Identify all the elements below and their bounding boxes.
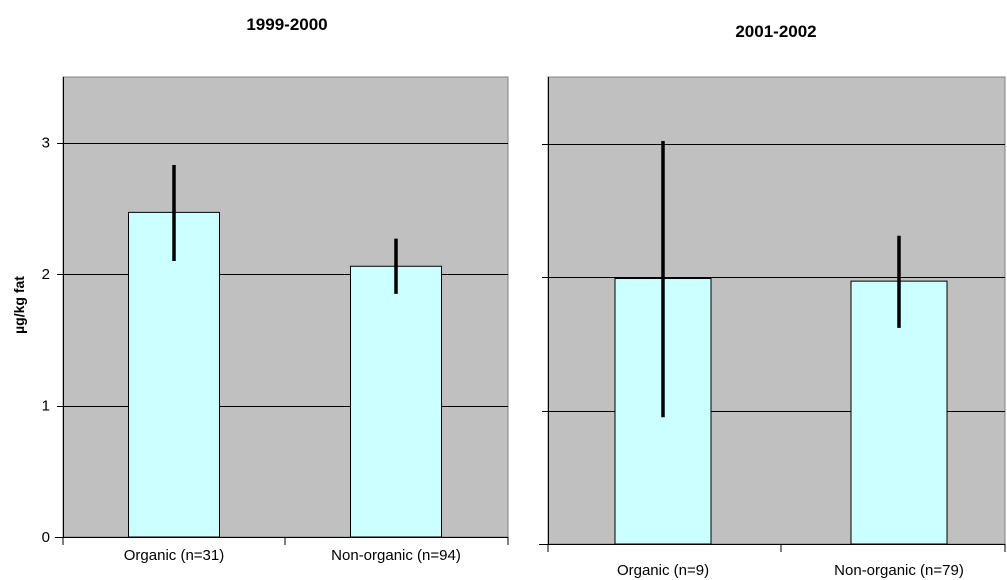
chart-2001-2002: 2001-2002 Organic (n=9) Non-organic (n=79… <box>539 22 1006 579</box>
y-axis-label: µg/kg fat <box>11 276 27 334</box>
category-labels: Organic (n=9) Non-organic (n=79) <box>617 562 964 579</box>
chart-title: 1999-2000 <box>246 15 327 34</box>
y-tick-label: 2 <box>42 266 50 283</box>
bar <box>350 265 442 538</box>
error-bars <box>661 141 901 418</box>
axes <box>539 77 1006 552</box>
bars <box>614 277 948 545</box>
category-label: Organic (n=9) <box>617 562 709 579</box>
y-tick-label: 1 <box>42 398 50 415</box>
y-tick-label: 0 <box>42 529 50 546</box>
category-label: Non-organic (n=79) <box>834 562 964 579</box>
y-tick-label: 3 <box>42 135 50 152</box>
category-label: Organic (n=31) <box>124 547 224 564</box>
chart-1999-2000: 1999-2000 µg/kg fat 0 1 2 3 Organic (n=31) N… <box>11 15 509 564</box>
category-label: Non-organic (n=94) <box>331 547 461 564</box>
chart-title: 2001-2002 <box>735 22 816 41</box>
category-labels: Organic (n=31) Non-organic (n=94) <box>124 547 461 564</box>
bar <box>128 211 220 538</box>
axes <box>55 77 509 545</box>
y-tick-labels: 0 1 2 3 <box>42 135 50 546</box>
error-bars <box>172 165 398 294</box>
